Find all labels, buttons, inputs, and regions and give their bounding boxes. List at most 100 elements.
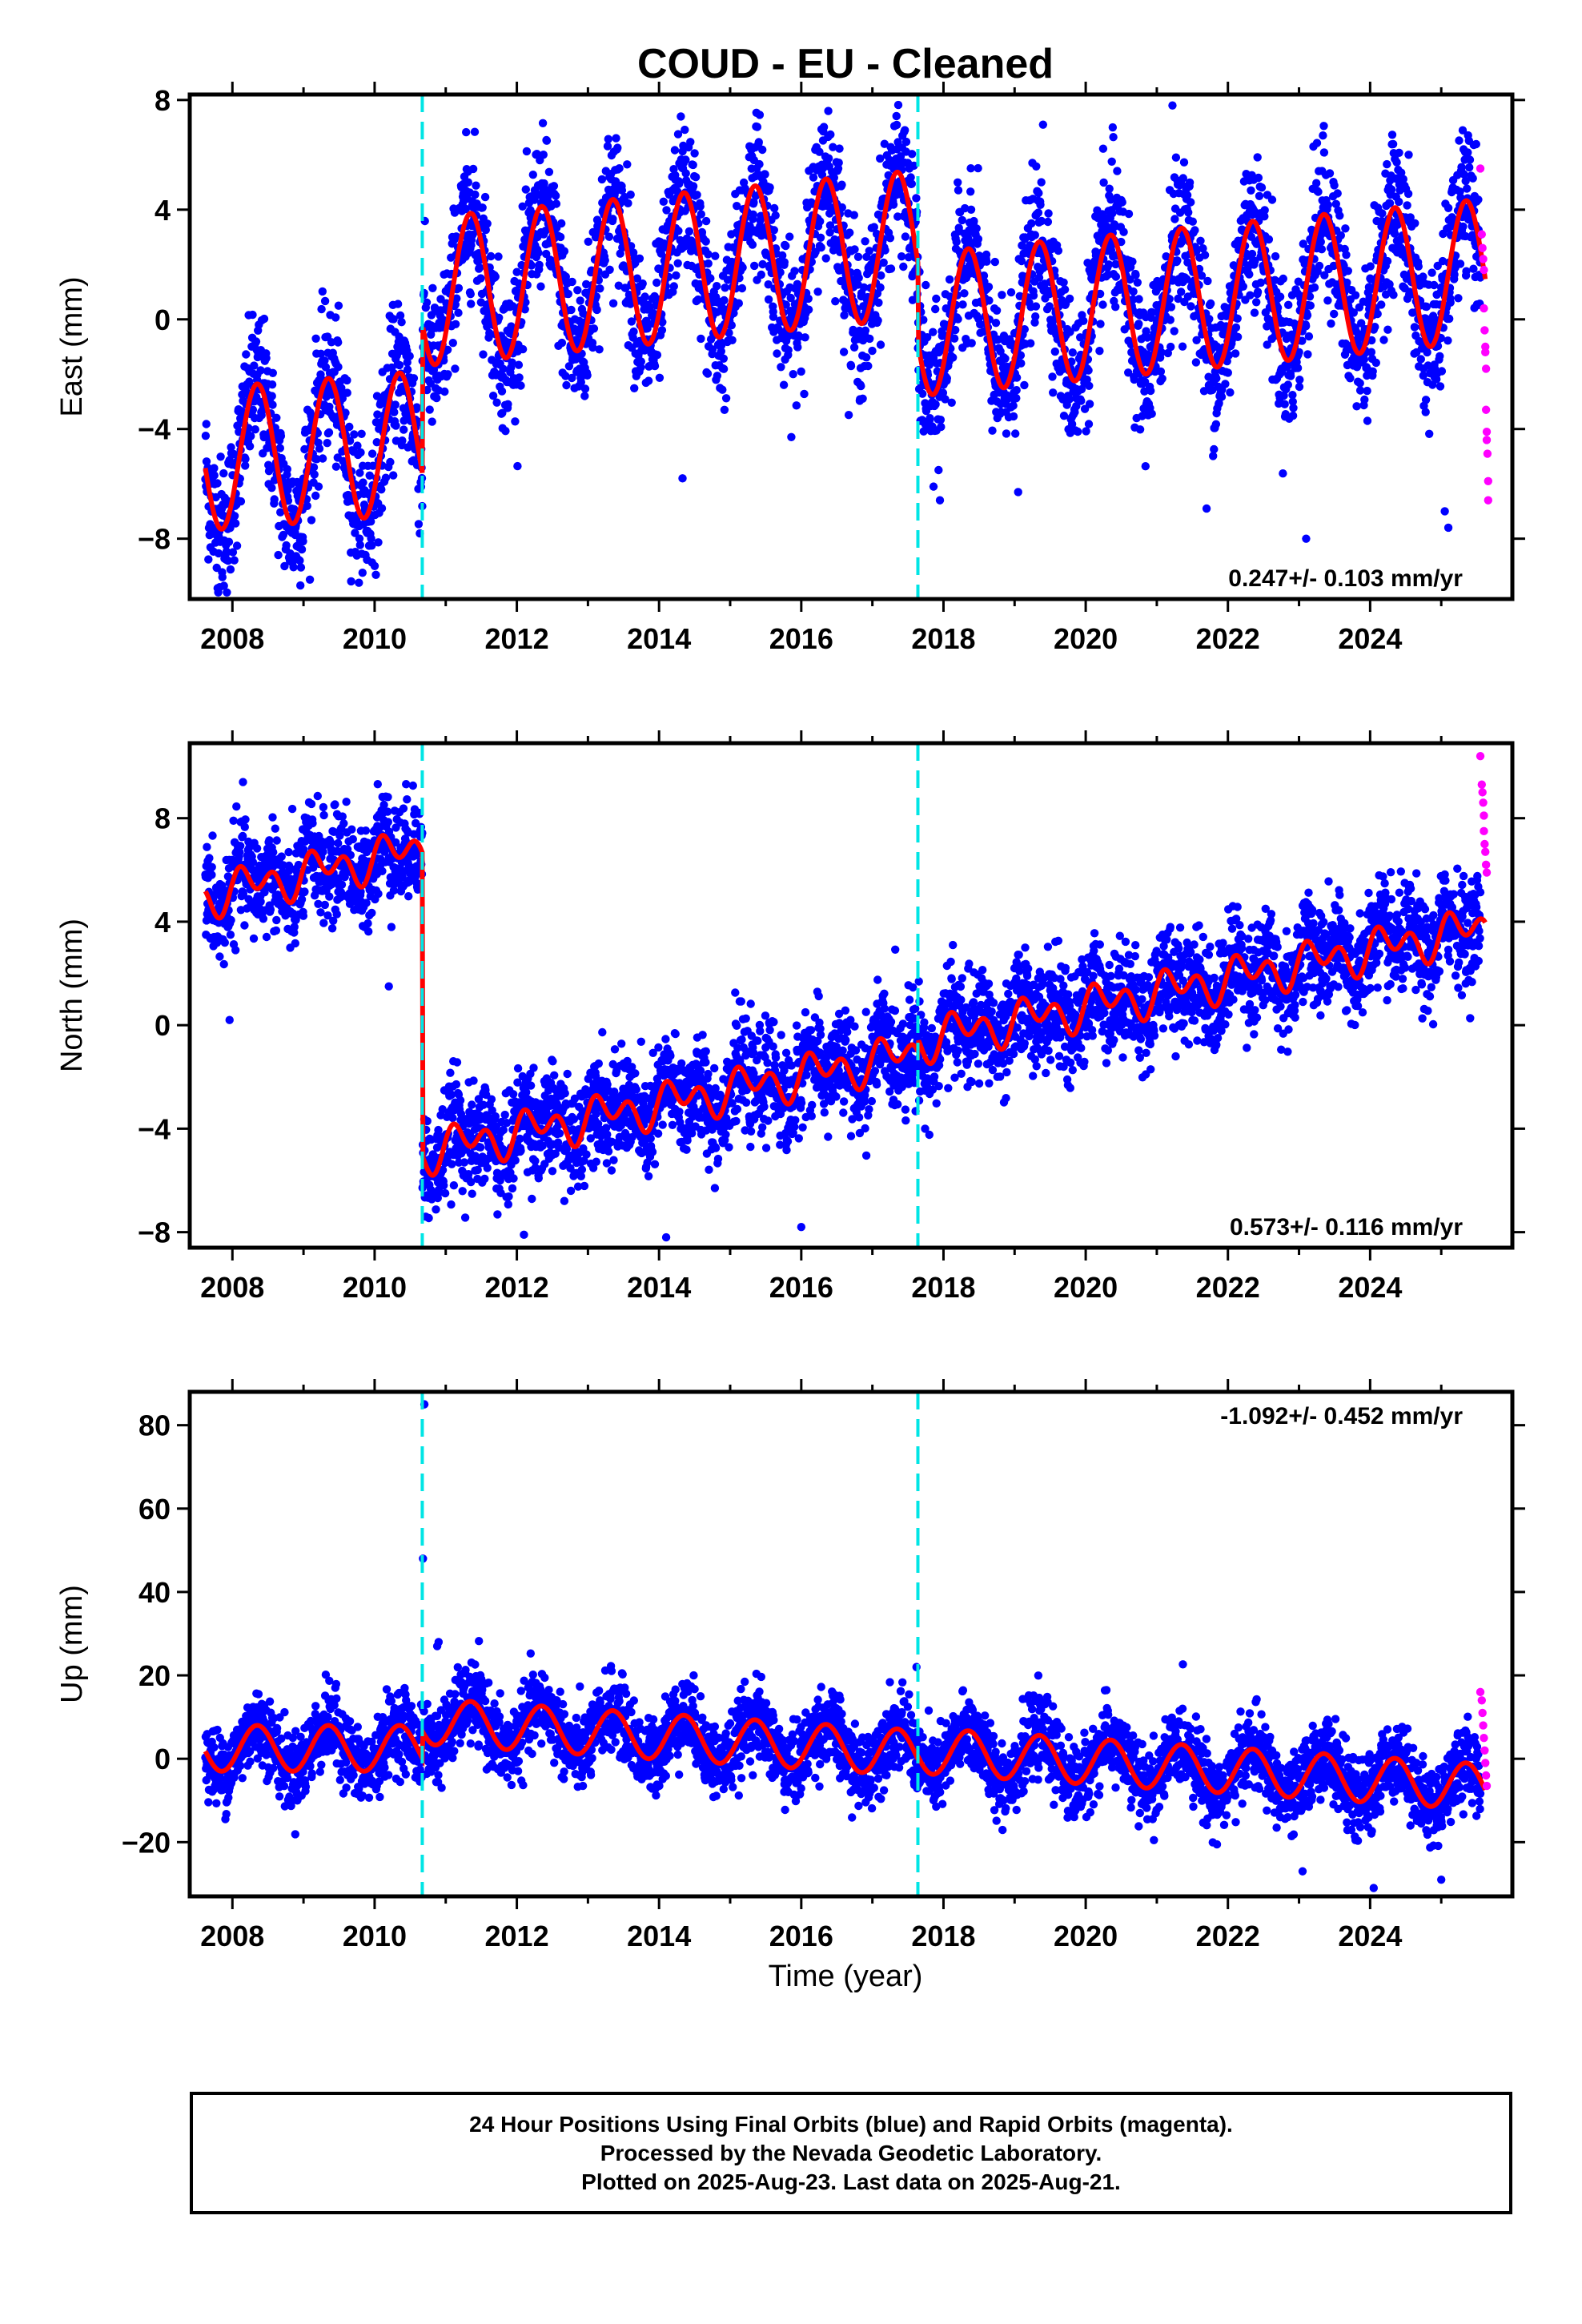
final-orbit-point: [290, 923, 299, 931]
final-orbit-point: [311, 334, 320, 343]
final-orbit-point: [1333, 189, 1342, 198]
final-orbit-point: [203, 842, 211, 851]
final-orbit-point: [1399, 175, 1408, 183]
final-orbit-point: [778, 251, 787, 260]
final-orbit-point: [974, 235, 983, 243]
final-orbit-point: [372, 392, 382, 400]
rapid-orbit-point: [1478, 243, 1487, 252]
final-orbit-point: [868, 346, 877, 356]
final-orbit-point: [248, 310, 257, 320]
final-orbit-point: [259, 314, 269, 324]
final-orbit-point: [1284, 300, 1293, 309]
final-orbit-point: [921, 280, 930, 290]
final-orbit-point: [466, 290, 475, 299]
final-orbit-point: [1303, 311, 1312, 320]
final-orbit-point: [378, 866, 387, 876]
final-orbit-point: [207, 862, 216, 872]
x-tick-label: 2024: [1338, 622, 1402, 655]
final-orbit-point: [1310, 283, 1319, 292]
final-orbit-point: [1317, 245, 1327, 254]
final-orbit-point: [374, 538, 383, 547]
final-orbit-point: [728, 336, 737, 344]
final-orbit-point: [218, 573, 227, 581]
final-orbit-point: [974, 163, 982, 173]
final-orbit-point: [556, 232, 565, 242]
final-orbit-point: [849, 343, 859, 352]
final-orbit-point: [341, 408, 350, 417]
final-orbit-point: [383, 807, 392, 816]
final-orbit-point: [823, 198, 833, 207]
final-orbit-point: [720, 405, 729, 414]
final-orbit-point: [318, 287, 327, 296]
final-orbit-point: [954, 315, 962, 324]
final-orbit-point: [819, 123, 829, 131]
final-orbit-point: [351, 529, 359, 537]
final-orbit-point: [1031, 302, 1041, 311]
final-orbit-point: [1215, 399, 1223, 408]
final-orbit-point: [250, 361, 259, 370]
y-tick-label: −4: [138, 413, 171, 446]
rate-label: 0.247+/- 0.103 mm/yr: [1228, 565, 1463, 592]
final-orbit-point: [283, 464, 291, 474]
rapid-orbit-point: [1481, 405, 1491, 414]
final-orbit-point: [1146, 386, 1155, 396]
final-orbit-point: [508, 302, 517, 311]
final-orbit-point: [1096, 320, 1105, 328]
final-orbit-point: [758, 145, 767, 155]
final-orbit-point: [236, 497, 246, 506]
final-orbit-point: [748, 240, 757, 249]
final-orbit-point: [725, 328, 733, 337]
final-orbit-point: [1124, 368, 1133, 377]
final-orbit-point: [321, 363, 331, 372]
final-orbit-point: [1129, 295, 1138, 304]
final-orbit-point: [1212, 374, 1221, 383]
final-orbit-point: [737, 283, 747, 293]
final-orbit-point: [970, 216, 978, 226]
final-orbit-point: [485, 328, 494, 338]
final-orbit-point: [367, 541, 376, 550]
final-orbit-point: [1329, 261, 1339, 271]
final-orbit-point: [295, 556, 304, 565]
final-orbit-point: [865, 247, 874, 255]
final-orbit-point: [757, 231, 766, 240]
final-orbit-point: [536, 282, 545, 291]
final-orbit-point: [1454, 294, 1463, 303]
final-orbit-point: [318, 454, 327, 463]
final-orbit-point: [1465, 155, 1475, 164]
final-orbit-point: [1066, 328, 1074, 336]
final-orbit-point: [1076, 333, 1085, 342]
final-orbit-point: [958, 300, 967, 309]
final-orbit-point: [1037, 216, 1046, 226]
rapid-orbit-point: [1480, 304, 1488, 313]
final-orbit-point: [1018, 241, 1026, 250]
final-orbit-point: [528, 171, 537, 179]
final-orbit-point: [1414, 262, 1423, 271]
final-orbit-point: [972, 224, 981, 233]
final-orbit-point: [215, 952, 224, 961]
final-orbit-point: [693, 191, 701, 199]
final-orbit-point: [210, 464, 219, 472]
final-orbit-point: [1211, 420, 1221, 428]
final-orbit-point: [241, 455, 250, 464]
final-orbit-point: [984, 283, 994, 292]
final-orbit-point: [479, 350, 488, 359]
final-orbit-point: [1279, 274, 1288, 283]
final-orbit-point: [276, 508, 285, 517]
final-orbit-point: [213, 479, 222, 488]
final-orbit-point: [829, 143, 837, 151]
final-orbit-point: [262, 932, 271, 942]
final-orbit-point: [801, 333, 809, 342]
final-orbit-point: [717, 347, 725, 356]
x-tick-label: 2008: [200, 622, 264, 655]
final-orbit-point: [893, 100, 903, 110]
final-orbit-point: [1084, 420, 1094, 428]
final-orbit-point: [307, 516, 316, 525]
final-orbit-point: [1469, 264, 1478, 273]
final-orbit-point: [454, 283, 464, 292]
final-orbit-point: [381, 473, 391, 482]
final-orbit-point: [1455, 136, 1464, 145]
final-orbit-point: [1403, 189, 1413, 199]
final-orbit-point: [859, 283, 869, 292]
final-orbit-point: [383, 818, 392, 826]
final-orbit-point: [932, 294, 941, 304]
